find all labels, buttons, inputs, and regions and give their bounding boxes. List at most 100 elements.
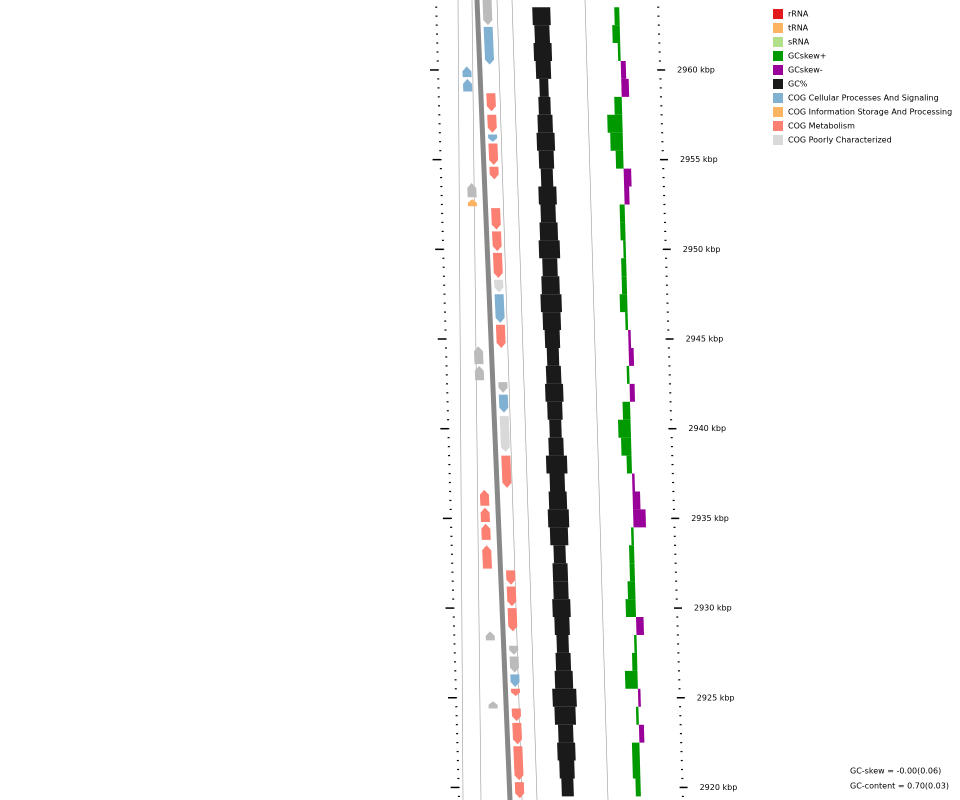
gc-content-bar [540,204,556,223]
gene-feature [506,586,517,607]
gene-feature [467,183,477,198]
gc-content-bar [546,348,560,366]
legend-label: sRNA [788,38,810,47]
legend-label: GCskew+ [788,52,826,61]
gene-feature [462,66,472,78]
gc-skew-bar [631,527,634,546]
tick-label: 2940 kbp [688,424,726,433]
gc-skew-bar [621,258,627,277]
gc-skew-bar [626,455,632,474]
gene-feature [480,507,490,522]
gc-content-bar [545,455,568,474]
gene-feature [514,782,525,799]
gc-content-bar [553,581,569,600]
tick-label: 2955 kbp [680,155,718,164]
gene-feature [485,631,495,641]
gene-feature [499,416,510,452]
gc-content-bar [548,491,568,510]
gc-content-bar [548,437,564,456]
gene-feature [474,365,485,381]
gene-feature [467,199,477,207]
legend-swatch [773,9,783,19]
gc-content-bar [552,563,569,582]
gc-content-bar [554,670,574,689]
gene-feature [510,688,521,696]
legend-label: COG Information Storage And Processing [788,108,952,117]
gc-content-bar [557,742,576,761]
tick-label: 2950 kbp [683,245,721,254]
track-line [584,0,609,800]
gene-feature [511,708,521,722]
gc-skew-bar [625,599,636,617]
gc-skew-bar [627,581,636,600]
gene-feature [489,166,499,180]
gc-content-bar [559,760,575,779]
gene-feature [482,0,493,26]
legend-label: COG Cellular Processes And Signaling [788,94,939,103]
gene-feature [506,570,516,585]
gene-feature [507,608,518,632]
gc-content-bar [538,186,557,205]
gc-content-bar [540,294,562,313]
backbone [474,0,513,800]
gc-skew-bar [632,760,641,779]
gene-feature [463,78,473,92]
gc-content-bar [552,599,571,617]
gc-content-bar [538,150,555,169]
gc-skew-bar [634,635,637,653]
gc-skew-bar [621,78,630,97]
gc-skew-bar [624,670,638,689]
gc-skew-bar [610,132,624,151]
legend-label: GC% [788,80,808,89]
gene-feature [488,701,498,709]
gc-content-bar [554,706,576,725]
legend-swatch [773,51,783,61]
gene-feature [498,394,509,413]
gc-skew-bar [637,688,641,707]
legend-swatch [773,135,783,145]
gc-skew-bar [631,742,640,761]
gc-content-bar [552,688,577,707]
gene-feature [509,645,519,655]
legend-swatch [773,65,783,75]
gc-content-bar [532,7,551,26]
gene-feature [494,279,504,293]
gc-skew-bar [624,186,630,205]
gene-feature [486,93,496,112]
legend-swatch [773,79,783,89]
gene-feature [494,294,505,323]
gc-skew-bar [628,348,635,366]
gc-skew-bar [620,222,626,241]
gc-skew-bar [625,312,629,330]
gc-content-bar [555,652,572,671]
tick-label: 2930 kbp [694,604,732,613]
gc-content-bar [558,724,574,743]
gc-skew-bar [636,617,644,635]
gc-skew-bar [612,25,621,43]
gc-content-bar [538,240,561,259]
gene-feature [495,324,506,348]
gc-skew-bar [629,563,635,582]
annotation: GC-content = 0.70(0.03) [850,782,949,791]
gene-feature [474,346,484,365]
gc-content-bar [549,527,569,546]
gene-feature [487,114,497,133]
gc-skew-bar [628,330,632,348]
gene-feature [488,134,498,142]
gc-content-bar [533,43,553,61]
gc-content-bar [542,258,558,277]
gene-feature [501,455,512,488]
tick-label: 2945 kbp [686,335,724,344]
gc-skew-bar [620,61,627,79]
gc-skew-bar [629,545,635,564]
legend-label: GCskew- [788,66,823,75]
gc-skew-bar [618,419,631,438]
track-line [457,0,464,800]
legend-swatch [773,23,783,33]
gc-content-bar [544,330,561,348]
gc-skew-bar [619,294,628,313]
gc-content-bar [545,365,562,384]
track-line [511,0,538,800]
tick-label: 2935 kbp [691,514,729,523]
gc-content-bar [547,509,570,528]
